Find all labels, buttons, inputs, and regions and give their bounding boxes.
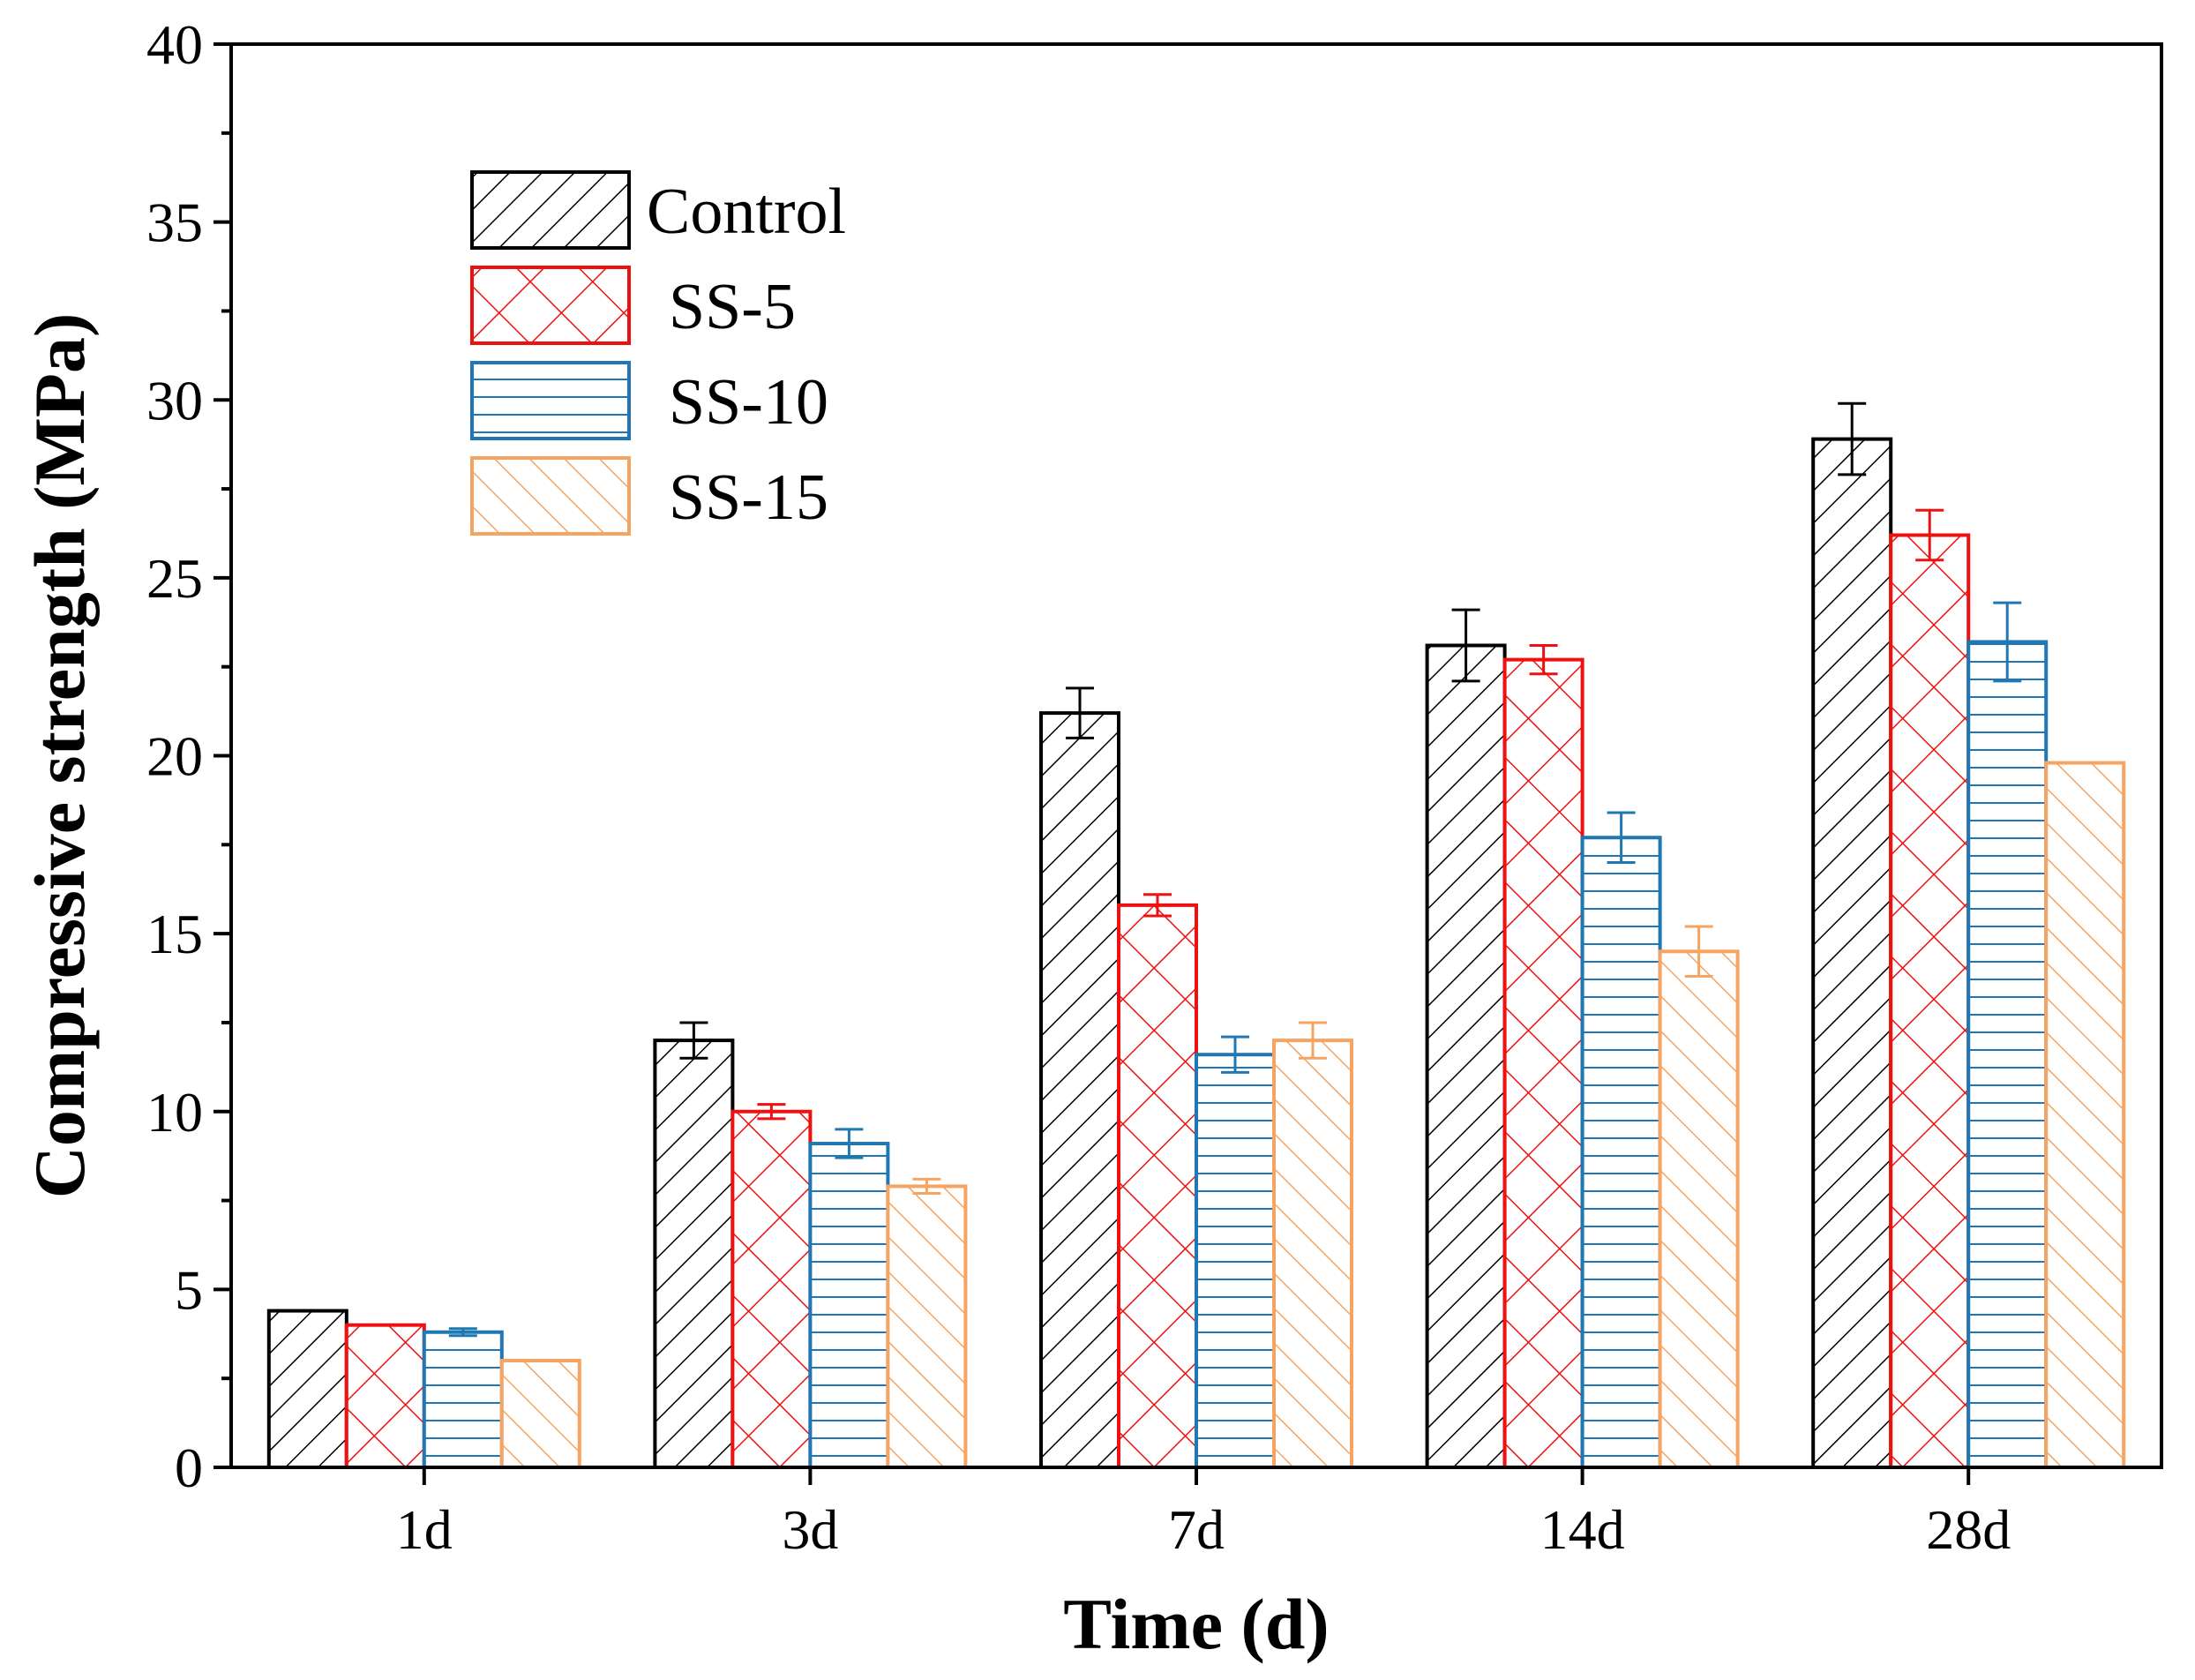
bar-ss-10-1d [422,1330,504,1470]
ticks-layer: 1d 3d 7d 14d 28d 0 5 10 15 20 25 30 35 40 [146,13,2011,1561]
y-tick-label-25: 25 [146,547,203,610]
bar-control-14d [1425,643,1507,1469]
legend-label-ss-10: SS-10 [669,366,828,439]
legend-label-ss-15: SS-15 [669,461,828,534]
bar-control-28d [1811,437,1893,1469]
legend-swatch-ss-15 [470,456,631,536]
bar-ss-15-3d [886,1184,968,1469]
legend-label-ss-5: SS-5 [669,271,796,343]
legend-swatch-control [470,170,631,250]
bar-ss-15-1d [499,1359,581,1470]
y-tick-label-40: 40 [146,13,203,76]
legend: Control SS-5 SS-10 SS-15 [470,170,846,536]
y-tick-label-15: 15 [146,903,203,965]
bar-ss-15-14d [1658,949,1740,1469]
bar-ss-10-3d [808,1142,890,1469]
x-axis-title: Time (d) [1063,1584,1329,1664]
x-tick-label-14d: 14d [1540,1498,1625,1561]
bar-ss-10-14d [1580,836,1662,1469]
bar-ss-5-28d [1889,533,1971,1469]
x-tick-label-7d: 7d [1168,1498,1225,1561]
bar-ss-5-7d [1117,903,1198,1469]
bar-control-1d [266,1309,348,1469]
legend-swatch-ss-10 [470,361,631,440]
x-tick-label-3d: 3d [782,1498,838,1561]
legend-swatch-ss-5 [470,266,631,345]
bar-ss-10-7d [1195,1053,1276,1469]
bar-ss-5-1d [344,1323,426,1469]
bar-ss-5-14d [1502,657,1584,1469]
y-tick-label-30: 30 [146,369,203,431]
x-tick-label-28d: 28d [1926,1498,2011,1561]
x-tick-label-1d: 1d [396,1498,453,1561]
y-tick-label-35: 35 [146,191,203,254]
bar-ss-15-28d [2044,761,2126,1469]
bar-ss-15-7d [1272,1039,1353,1469]
bars-layer [266,437,2126,1470]
y-tick-label-20: 20 [146,725,203,788]
bar-ss-10-28d [1967,640,2049,1469]
bar-control-7d [1039,711,1120,1469]
legend-label-control: Control [647,176,846,248]
error-bars-layer [448,401,2022,1338]
y-tick-label-5: 5 [175,1258,203,1321]
y-tick-label-0: 0 [175,1436,203,1499]
bar-control-3d [653,1039,735,1469]
bar-ss-5-3d [730,1109,813,1469]
y-tick-label-10: 10 [146,1081,203,1144]
y-axis-title: Compressive strength (MPa) [19,313,100,1199]
